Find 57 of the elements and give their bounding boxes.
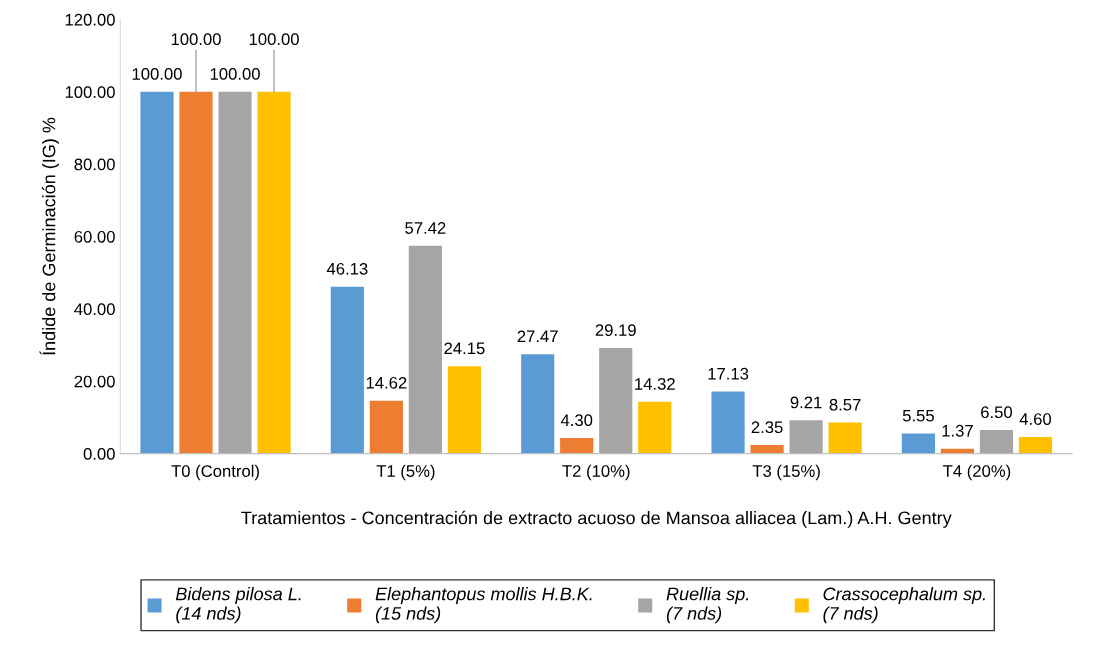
data-label: 6.50 [981, 406, 1013, 419]
y-tick-label: 100.00 [65, 86, 115, 98]
y-tick-label: 20.00 [74, 375, 115, 388]
x-tick-label: T4 (20%) [943, 464, 1011, 481]
y-axis-title: Índide de Germinación (IG) % [39, 117, 59, 355]
data-label: 2.35 [751, 421, 783, 434]
data-label: 27.47 [517, 330, 558, 343]
y-tick-label: 120.00 [65, 13, 115, 26]
data-label: 8.57 [829, 398, 861, 411]
bar [599, 347, 633, 454]
bar [369, 400, 403, 454]
bar [638, 401, 672, 454]
bar [408, 245, 442, 454]
data-label: 14.32 [635, 378, 675, 390]
bar [218, 91, 252, 454]
data-label: 14.62 [366, 376, 407, 389]
data-label: 17.13 [708, 367, 749, 380]
legend-label: Elephantopus mollis H.B.K. (15 nds) [375, 587, 592, 624]
legend-label: Ruellia sp. (7 nds) [666, 587, 749, 624]
bar [979, 430, 1014, 454]
x-tick-label: T3 (15%) [752, 464, 820, 481]
data-label: 100.00 [171, 33, 221, 46]
data-label: 46.13 [326, 262, 368, 275]
x-tick-label: T1 (5%) [376, 464, 435, 481]
legend-label: Crassocephalum sp. (7 nds) [823, 587, 985, 624]
data-label: 5.55 [902, 409, 934, 422]
data-label: 57.42 [405, 222, 446, 234]
y-tick-label: 40.00 [74, 303, 115, 316]
bar [257, 91, 291, 454]
x-tick-label: T2 (10%) [562, 464, 630, 481]
y-tick-label: 60.00 [74, 230, 115, 243]
bar [750, 445, 784, 454]
bar [179, 91, 213, 454]
data-label: 1.37 [942, 424, 973, 437]
y-tick-label: 80.00 [74, 158, 115, 171]
bar [521, 354, 555, 454]
x-tick-label: T0 (Control) [171, 464, 259, 481]
bar [828, 422, 862, 454]
data-label: 100.00 [210, 68, 260, 80]
bar [560, 438, 594, 454]
bar [789, 420, 823, 454]
data-label: 9.21 [790, 396, 822, 409]
bar [140, 91, 174, 454]
data-label: 29.19 [595, 324, 636, 337]
data-label: 24.15 [444, 342, 485, 355]
bar [447, 366, 481, 454]
bar [901, 433, 935, 454]
legend-label: Bidens pilosa L. (14 nds) [175, 587, 301, 624]
data-label: 4.30 [560, 414, 593, 427]
x-axis-title: Tratamientos - Concentración de extracto acuoso de Mansoa alliacea (Lam.) A.H. Gentry [241, 510, 952, 528]
bar [1018, 436, 1053, 454]
bar [711, 391, 745, 454]
y-tick-label: 0.00 [83, 448, 115, 460]
data-label: 100.00 [249, 33, 299, 46]
bar [330, 286, 364, 454]
data-label: 4.60 [1019, 413, 1052, 425]
data-label: 100.00 [132, 68, 182, 80]
